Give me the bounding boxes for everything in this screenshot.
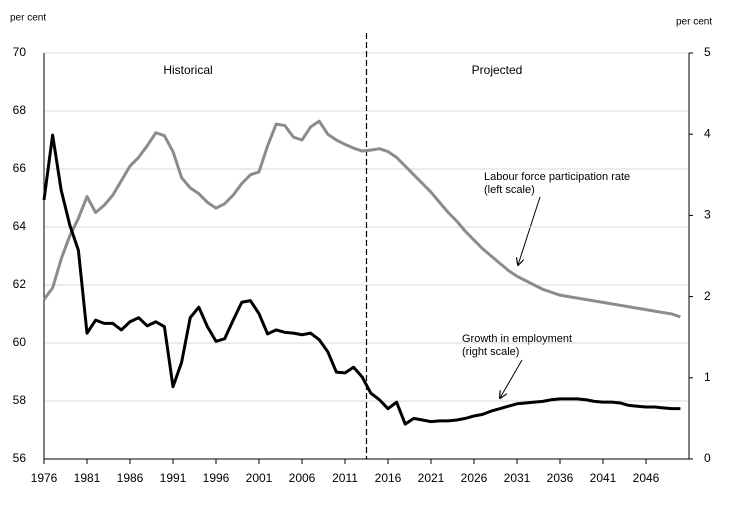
annotation-arrow — [518, 196, 541, 265]
series-line — [42, 119, 681, 319]
x-tick-label: 2031 — [504, 471, 531, 485]
y2-tick-label: 1 — [704, 370, 711, 384]
y-tick-label: 64 — [13, 219, 27, 233]
y2-tick-label: 0 — [704, 451, 711, 465]
annotation: Labour force participation rate — [484, 171, 630, 183]
x-tick-label: 1976 — [31, 471, 58, 485]
x-tick-label: 1981 — [74, 471, 101, 485]
x-tick-label: 2016 — [375, 471, 402, 485]
x-tick-label: 2006 — [289, 471, 316, 485]
y-tick-label: 60 — [13, 335, 27, 349]
x-tick-label: 2046 — [633, 471, 660, 485]
x-tick-label: 2001 — [246, 471, 273, 485]
y2-tick-label: 4 — [704, 126, 711, 140]
y-tick-label: 56 — [13, 451, 27, 465]
y-tick-label: 70 — [13, 45, 27, 59]
annotation-arrow — [500, 359, 523, 398]
annotation: Growth in employment — [462, 333, 572, 345]
annotation: (left scale) — [484, 184, 535, 196]
annotation: Historical — [163, 63, 212, 77]
y2-axis-label: per cent — [676, 17, 712, 28]
y2-tick-label: 2 — [704, 289, 711, 303]
x-tick-label: 2021 — [418, 471, 445, 485]
y-tick-label: 58 — [13, 393, 27, 407]
series-line — [42, 133, 681, 426]
y-tick-label: 68 — [13, 103, 27, 117]
x-tick-label: 1996 — [203, 471, 230, 485]
x-tick-label: 2026 — [461, 471, 488, 485]
x-tick-label: 2041 — [590, 471, 617, 485]
x-tick-label: 2036 — [547, 471, 574, 485]
annotation: (right scale) — [462, 346, 519, 358]
y2-tick-label: 5 — [704, 45, 711, 59]
annotation: Projected — [472, 63, 523, 77]
x-tick-label: 1986 — [117, 471, 144, 485]
y-tick-label: 66 — [13, 161, 27, 175]
y2-tick-label: 3 — [704, 208, 711, 222]
y-axis-label: per cent — [10, 13, 46, 24]
x-tick-label: 1991 — [160, 471, 187, 485]
y-tick-label: 62 — [13, 277, 27, 291]
x-tick-label: 2011 — [332, 471, 358, 485]
